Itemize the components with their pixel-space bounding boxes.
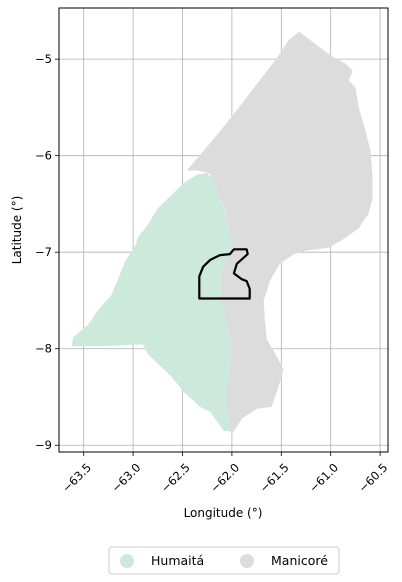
x-tick-label: −60.5 [356, 460, 391, 495]
x-tick-label: −62.5 [158, 460, 193, 495]
y-tick-label: −8 [35, 342, 52, 356]
highlight-area-outline [198, 248, 251, 300]
y-tick-label: −9 [35, 438, 52, 452]
y-tick-label: −5 [35, 52, 52, 66]
x-axis-label: Longitude (°) [184, 506, 263, 520]
y-tick-label: −6 [35, 149, 52, 163]
legend-marker-manicore [240, 554, 254, 568]
x-tick-label: −62.0 [207, 460, 242, 495]
x-tick-label: −63.5 [59, 460, 94, 495]
x-tick-label: −61.0 [306, 460, 341, 495]
legend: Humaitá Manicoré [108, 546, 340, 575]
region-humaita [71, 172, 233, 432]
legend-label-manicore: Manicoré [271, 553, 328, 568]
x-tick-label: −61.5 [257, 460, 292, 495]
regions [71, 31, 373, 435]
y-axis-label: Latitude (°) [10, 196, 24, 265]
y-tick-label: −7 [35, 245, 52, 259]
plot-frame [58, 7, 389, 453]
x-tick-label: −63.0 [109, 460, 144, 495]
legend-marker-humaita [120, 554, 134, 568]
legend-label-humaita: Humaitá [151, 553, 204, 568]
highlight-outline [198, 248, 251, 300]
legend-frame [108, 546, 340, 575]
